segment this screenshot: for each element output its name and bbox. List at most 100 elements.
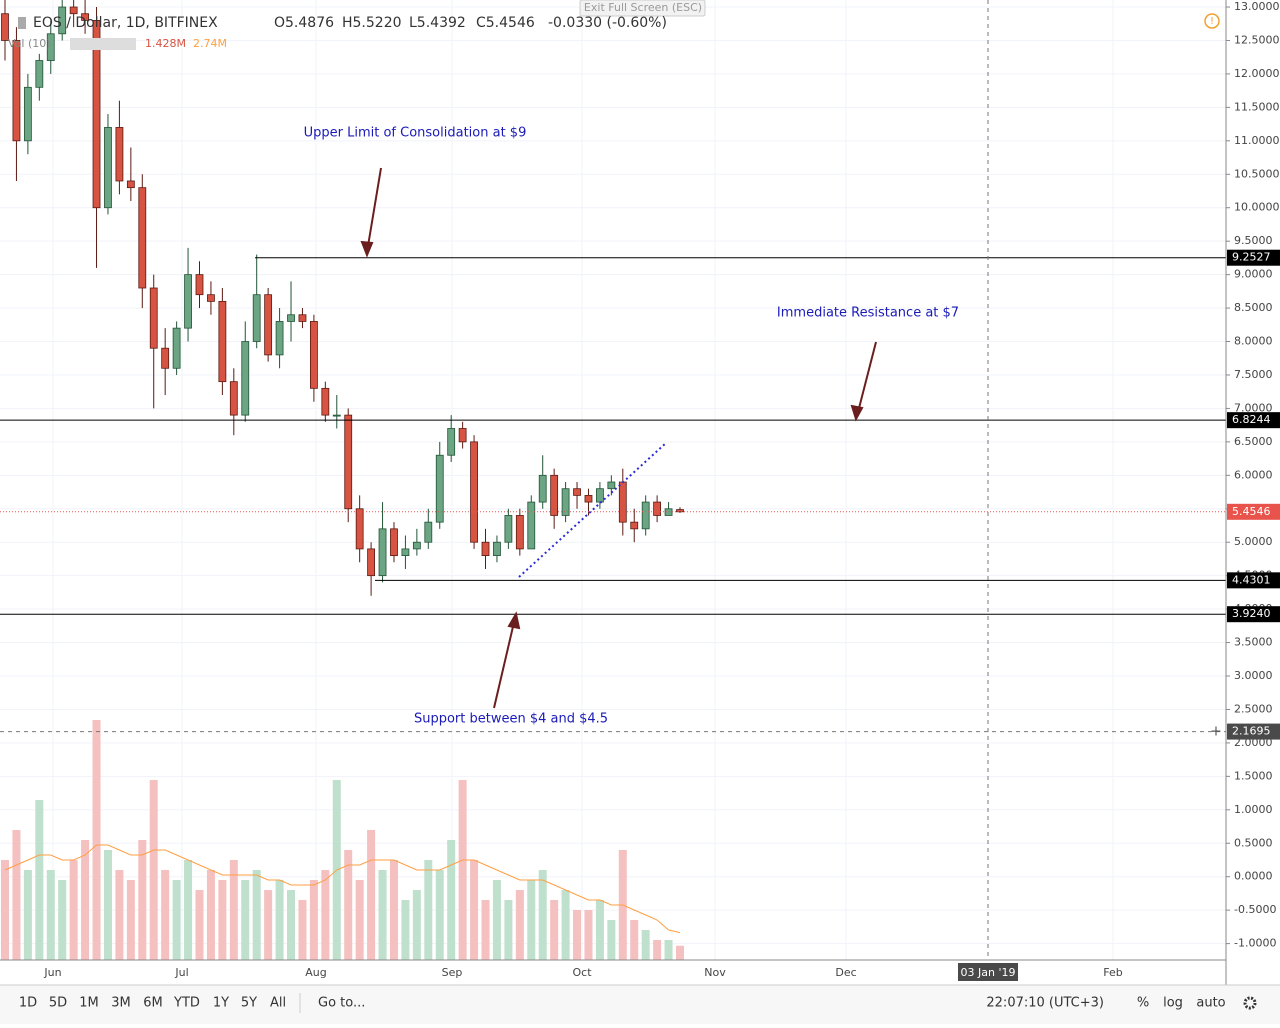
alert-icon[interactable]	[1204, 13, 1220, 29]
candle-body	[138, 187, 147, 289]
volume-bar	[630, 920, 639, 960]
candle-body	[435, 454, 444, 523]
y-tick-label: -1.0000	[1234, 937, 1276, 950]
x-tick-label: Sep	[442, 966, 463, 979]
scale-option[interactable]: %	[1137, 996, 1149, 1011]
candle-body	[46, 33, 55, 61]
volume-bar	[92, 720, 101, 960]
volume-bar	[584, 910, 593, 960]
volume-bar	[229, 860, 238, 960]
toolbar	[0, 985, 1280, 1024]
volume-bar	[184, 860, 193, 960]
volume-bar	[12, 830, 21, 960]
candle-body	[58, 6, 67, 35]
y-tick-label: 1.5000	[1234, 769, 1273, 782]
settings-icon[interactable]	[1243, 996, 1257, 1010]
volume-bar	[527, 880, 536, 960]
scale-option[interactable]: auto	[1196, 996, 1225, 1011]
y-tick-label: 7.5000	[1234, 368, 1273, 381]
volume-bar	[389, 860, 398, 960]
volume-bar	[69, 860, 78, 960]
volume-bar	[492, 880, 501, 960]
exit-fullscreen-label[interactable]: Exit Full Screen (ESC)	[584, 1, 702, 14]
level-label: 3.9240	[1232, 607, 1271, 620]
volume-bar	[378, 870, 387, 960]
volume-bar	[504, 900, 513, 960]
volume-bar	[641, 930, 650, 960]
current-price-box	[1227, 503, 1280, 520]
toolbar-items: 1D 5D 1M 3M 6M YTD 1Y 5Y All Go to... 22:07:10 (UT…	[19, 993, 1257, 1013]
arrow	[493, 617, 516, 709]
volume-bar	[424, 860, 433, 960]
volume-bar	[161, 870, 170, 960]
candle-body	[618, 481, 627, 523]
volume-bar	[401, 900, 410, 960]
candle-body	[207, 294, 215, 302]
volume-pane	[1, 720, 684, 960]
range-button[interactable]: 6M	[143, 996, 163, 1011]
volume-bar	[573, 910, 582, 960]
y-tick-label: 13.0000	[1234, 0, 1280, 13]
candle-body	[344, 414, 353, 510]
scale-option[interactable]: log	[1163, 996, 1183, 1011]
y-tick-label: 12.0000	[1234, 67, 1280, 80]
candle-body	[447, 428, 456, 456]
crosshair-price-label: 2.1695	[1232, 725, 1271, 738]
exit-fullscreen-button[interactable]	[579, 0, 706, 17]
candle-body	[184, 274, 192, 329]
price-change: -0.0330 (-0.60%)	[548, 15, 667, 31]
candle-body	[298, 314, 307, 322]
volume-bar	[241, 880, 250, 960]
volume-bar	[138, 840, 147, 960]
volume-bar	[149, 780, 158, 960]
y-tick-label: 3.5000	[1234, 636, 1273, 649]
y-tick-label: 0.0000	[1234, 870, 1273, 883]
range-button[interactable]: 5D	[49, 996, 67, 1011]
crosshair-plus: +	[1210, 724, 1222, 740]
y-tick-label: -0.5000	[1234, 903, 1276, 916]
ohlc-open: O5.4876	[274, 15, 334, 31]
range-button[interactable]: 1M	[79, 996, 99, 1011]
candle-body	[161, 347, 170, 369]
range-button[interactable]: YTD	[173, 996, 200, 1011]
candle-body	[630, 521, 639, 530]
y-tick-label: 10.5000	[1234, 167, 1280, 180]
y-tick-label: 1.0000	[1234, 803, 1273, 816]
y-tick-label: 8.0000	[1234, 335, 1273, 348]
range-button[interactable]: 1D	[19, 996, 37, 1011]
volume-bar	[287, 890, 296, 960]
volume-bar	[298, 900, 307, 960]
range-button[interactable]: All	[270, 996, 286, 1011]
trend-line	[518, 442, 667, 578]
grid	[0, 0, 1226, 960]
candle-body	[401, 548, 410, 556]
candle-body	[561, 488, 570, 516]
range-button[interactable]: 5Y	[241, 996, 257, 1011]
candle-body	[493, 541, 501, 556]
candle-body	[264, 294, 273, 356]
y-tick-label: 9.0000	[1234, 268, 1273, 281]
volume-bar	[515, 890, 524, 960]
candle-body	[218, 300, 227, 383]
y-tick-label: 8.5000	[1234, 301, 1273, 314]
alert-icon-mark[interactable]: !	[1210, 16, 1214, 27]
range-button[interactable]: 3M	[111, 996, 131, 1011]
study-buttons[interactable]	[70, 38, 136, 50]
candle-body	[424, 521, 433, 543]
range-button[interactable]: 1Y	[213, 996, 229, 1011]
annotation: Upper Limit of Consolidation at $9	[304, 126, 527, 141]
level-label-box	[1227, 572, 1280, 589]
goto-button[interactable]: Go to...	[318, 996, 365, 1011]
level-label: 4.4301	[1232, 573, 1271, 586]
symbol-icon	[18, 17, 26, 29]
clock: 22:07:10 (UTC+3)	[986, 996, 1104, 1011]
volume-bar	[81, 840, 90, 960]
candle-body	[172, 327, 181, 369]
candle-body	[538, 474, 547, 503]
y-tick-label: 10.0000	[1234, 201, 1280, 214]
candle-body	[12, 40, 21, 142]
candle-body	[115, 127, 124, 182]
volume-bar	[550, 900, 559, 960]
volume-bar	[206, 870, 215, 960]
candle-body	[69, 6, 78, 15]
